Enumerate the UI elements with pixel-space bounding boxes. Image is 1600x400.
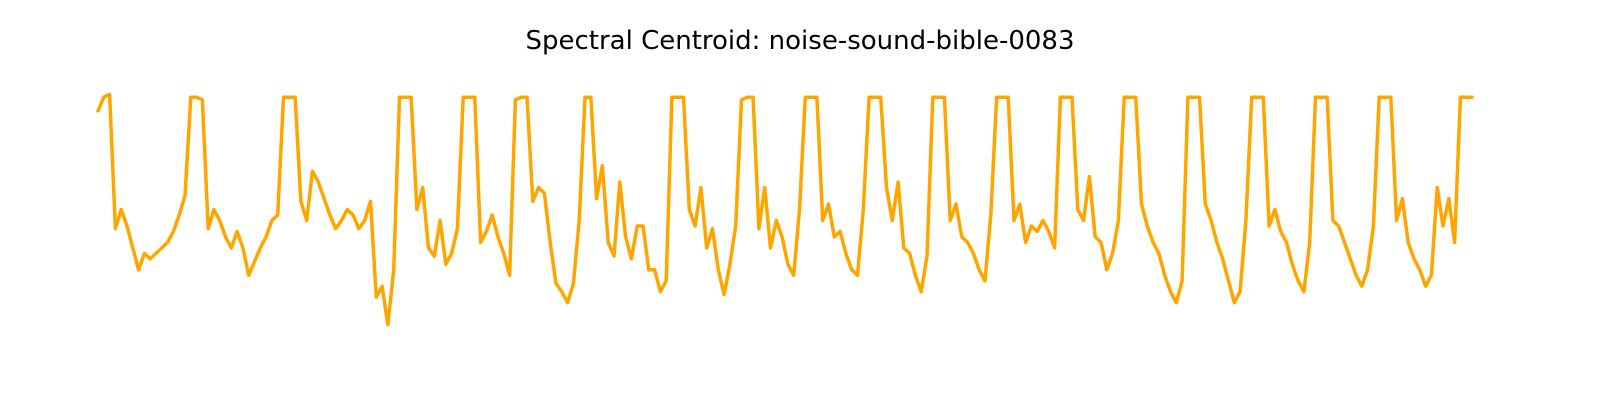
series-line-0 — [96, 92, 1474, 327]
chart-title: Spectral Centroid: noise-sound-bible-008… — [525, 26, 1075, 56]
